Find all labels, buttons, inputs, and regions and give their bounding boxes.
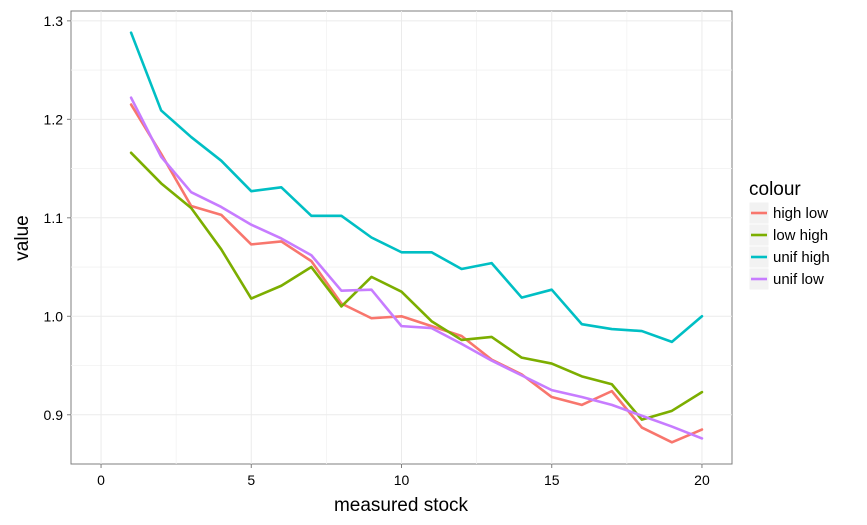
x-tick-label: 20 <box>694 472 710 488</box>
grid-lines <box>71 11 732 464</box>
legend-label-low-high: low high <box>773 227 828 244</box>
x-tick-label: 10 <box>394 472 410 488</box>
y-axis-ticks: 0.9 1.0 1.1 1.2 1.3 <box>44 13 71 423</box>
x-tick-label: 0 <box>97 472 105 488</box>
series-line-unif-low <box>129 96 704 440</box>
legend: high low low high unif high unif low <box>748 201 830 291</box>
legend-label-unif-high: unif high <box>773 249 830 266</box>
legend-label-high-low: high low <box>773 205 828 222</box>
legend-label-unif-low: unif low <box>773 271 824 288</box>
x-tick-label: 15 <box>544 472 560 488</box>
y-axis-title: value <box>12 215 33 260</box>
x-axis-ticks: 0 5 10 15 20 <box>97 464 710 488</box>
y-tick-label: 1.2 <box>44 111 64 127</box>
y-tick-label: 0.9 <box>44 407 64 423</box>
y-tick-label: 1.3 <box>44 13 64 29</box>
series-lines <box>129 31 704 444</box>
legend-title: colour <box>749 179 801 200</box>
x-axis-title: measured stock <box>334 495 469 516</box>
series-line-low-high <box>129 151 704 421</box>
x-tick-label: 5 <box>247 472 255 488</box>
y-tick-label: 1.0 <box>44 308 64 324</box>
series-line-unif-high <box>129 31 704 344</box>
series-line-high-low <box>129 103 704 444</box>
y-tick-label: 1.1 <box>44 210 64 226</box>
